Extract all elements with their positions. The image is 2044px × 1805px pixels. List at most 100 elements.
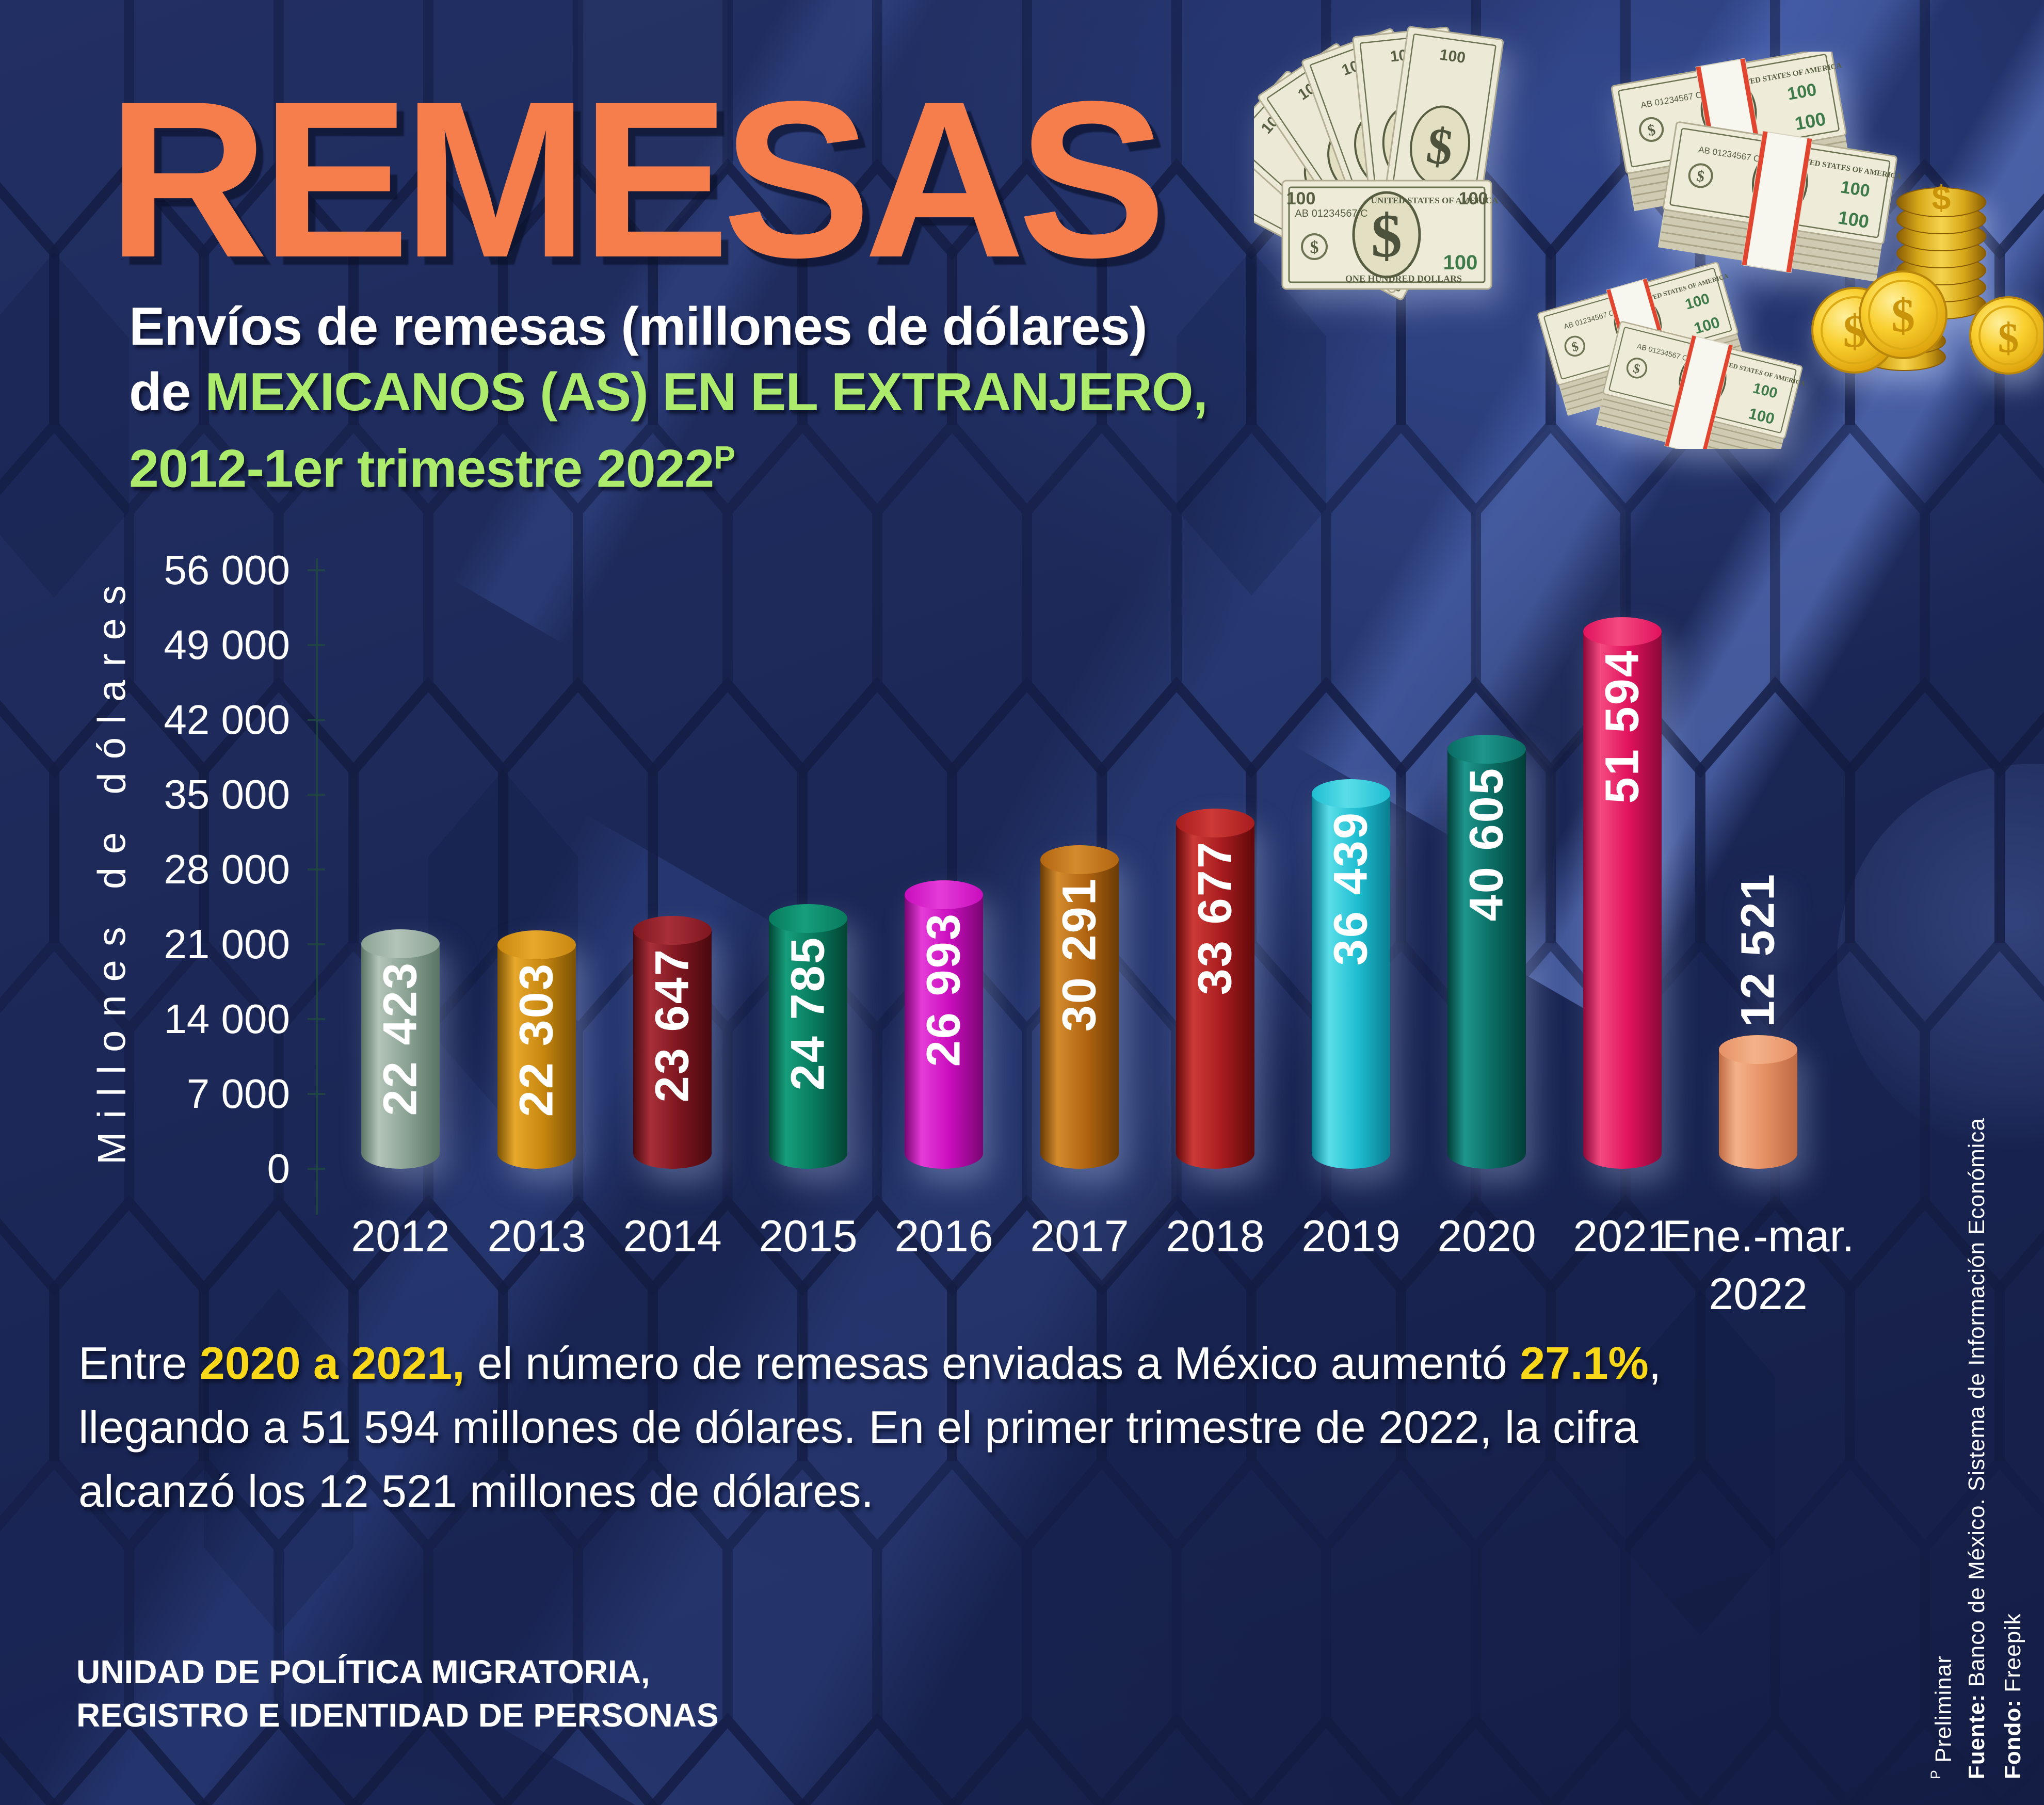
footer-org-name: UNIDAD DE POLÍTICA MIGRATORIA, REGISTRO … xyxy=(76,1650,719,1737)
bar-cylinder-top xyxy=(497,930,576,959)
x-axis-category-label: 2015 xyxy=(759,1212,858,1261)
svg-text:100: 100 xyxy=(1286,189,1316,208)
dollar-bills-fan-illustration: $100100$100100$100100$100100$100100$1001… xyxy=(1254,26,1504,300)
bar-2021: 51 594 xyxy=(1583,617,1662,1169)
bar-value-label: 36 439 xyxy=(1324,811,1377,966)
y-axis-tick-label: 56 000 xyxy=(164,547,290,593)
svg-text:$: $ xyxy=(1371,201,1402,270)
y-axis-tick-label: 28 000 xyxy=(164,846,290,892)
bar-cylinder-top xyxy=(633,916,712,945)
bar-value-label: 22 303 xyxy=(510,962,563,1117)
bar-cylinder-top xyxy=(361,929,440,958)
bar-2012: 22 423 xyxy=(361,929,440,1169)
bar-2017: 30 291 xyxy=(1040,845,1119,1169)
bar-cylinder-body xyxy=(905,895,983,1169)
page-title: REMESAS xyxy=(107,55,1166,304)
y-axis-tick-mark xyxy=(308,868,325,871)
bar-2020: 40 605 xyxy=(1447,735,1526,1169)
y-axis-tick-label: 0 xyxy=(267,1146,291,1191)
paragraph-text: , llegando a 51 594 millones de dólares.… xyxy=(78,1337,1662,1517)
x-axis-category-label: 2013 xyxy=(487,1212,586,1261)
subtitle-line-2: de MEXICANOS (AS) EN EL EXTRANJERO, xyxy=(129,362,1208,422)
svg-text:100: 100 xyxy=(1839,177,1871,201)
svg-text:$: $ xyxy=(1310,238,1319,257)
note-fondo: Fondo: Freepik xyxy=(2000,1613,2025,1779)
svg-text:$: $ xyxy=(1891,289,1915,342)
bar-2013: 22 303 xyxy=(497,930,576,1169)
summary-paragraph: Entre 2020 a 2021, el número de remesas … xyxy=(78,1331,1843,1523)
paragraph-highlight: 2020 a 2021, xyxy=(199,1337,465,1389)
bar-cylinder-top xyxy=(1312,779,1390,808)
svg-text:AB 01234567 C: AB 01234567 C xyxy=(1295,208,1367,219)
bar-cylinder-top xyxy=(905,880,983,909)
y-axis-tick-mark xyxy=(308,1018,325,1020)
y-axis-tick-mark xyxy=(308,943,325,945)
y-axis-tick-mark xyxy=(308,794,325,796)
x-axis-category-label: 2017 xyxy=(1030,1212,1129,1261)
bar-2016: 26 993 xyxy=(905,880,983,1169)
bar-value-label: 26 993 xyxy=(917,912,970,1067)
bar-cylinder-body xyxy=(1312,794,1390,1169)
bar-Ene.-mar.-2022: 12 521 xyxy=(1719,873,1797,1169)
y-axis-tick-label: 42 000 xyxy=(164,697,290,743)
bar-cylinder-body xyxy=(1176,823,1254,1169)
y-axis-tick-mark xyxy=(308,569,325,571)
bar-cylinder-body xyxy=(1447,749,1526,1169)
x-axis-category-label: 2021 xyxy=(1573,1212,1672,1261)
x-axis-category-label: 2018 xyxy=(1166,1212,1265,1261)
x-axis-category-label: 2014 xyxy=(623,1212,722,1261)
bar-cylinder-top xyxy=(1447,735,1526,764)
y-axis-line xyxy=(316,558,318,1215)
svg-text:UNITED STATES OF AMERICA: UNITED STATES OF AMERICA xyxy=(1371,196,1499,205)
gold-coins-illustration: NaN" rx="86" ry="28" fill="url(#goldFace… xyxy=(1811,179,2043,375)
paragraph-text: Entre xyxy=(78,1337,200,1389)
paragraph-highlight: 27.1% xyxy=(1520,1337,1649,1389)
bar-cylinder-body xyxy=(633,930,712,1169)
svg-text:ONE HUNDRED DOLLARS: ONE HUNDRED DOLLARS xyxy=(1345,273,1462,284)
bar-2019: 36 439 xyxy=(1312,779,1390,1169)
y-axis-tick-mark xyxy=(308,719,325,721)
bar-value-label: 40 605 xyxy=(1460,767,1513,922)
bar-cylinder-body xyxy=(361,944,440,1169)
x-axis-category-label: 2020 xyxy=(1437,1212,1536,1261)
bar-value-label: 24 785 xyxy=(781,936,834,1091)
svg-text:$: $ xyxy=(1695,167,1705,185)
background-glow-circle xyxy=(1837,764,2044,1156)
bar-cylinder-top xyxy=(1176,809,1254,837)
y-axis-tick-mark xyxy=(308,1093,325,1095)
x-axis-category-label: Ene.-mar. 2022 xyxy=(1662,1212,1855,1319)
bar-value-label: 33 677 xyxy=(1188,841,1242,995)
svg-text:100: 100 xyxy=(1439,46,1467,67)
bar-cylinder-top xyxy=(1719,1035,1797,1064)
y-axis-tick-label: 49 000 xyxy=(164,622,290,668)
y-axis-tick-mark xyxy=(308,1168,325,1170)
y-axis-tick-label: 35 000 xyxy=(164,771,290,817)
x-axis-category-label: 2019 xyxy=(1301,1212,1401,1261)
bar-cylinder-body xyxy=(1040,860,1119,1169)
bar-cylinder-top xyxy=(1040,845,1119,874)
svg-text:$: $ xyxy=(1646,121,1657,139)
subtitle-line-3: 2012-1er trimestre 2022P xyxy=(129,439,735,499)
bar-2014: 23 647 xyxy=(633,916,712,1169)
svg-text:$: $ xyxy=(1998,314,2019,361)
x-axis-category-label: 2016 xyxy=(894,1212,993,1261)
footer-line-1: UNIDAD DE POLÍTICA MIGRATORIA, xyxy=(76,1653,650,1690)
bar-value-label: 30 291 xyxy=(1053,877,1106,1032)
bar-cylinder-body xyxy=(1583,632,1662,1169)
bar-cylinder-body xyxy=(497,945,576,1169)
note-fuente: Fuente: Banco de México. Sistema de Info… xyxy=(1964,1117,1989,1779)
svg-text:100: 100 xyxy=(1459,189,1488,208)
bar-2015: 24 785 xyxy=(769,904,847,1169)
bar-cylinder-top xyxy=(1583,617,1662,646)
note-preliminar: P Preliminar xyxy=(1928,1655,1956,1779)
bar-value-label: 22 423 xyxy=(374,961,427,1116)
chart-subtitle: Envíos de remesas (millones de dólares) … xyxy=(129,294,1208,502)
subtitle-line-1: Envíos de remesas (millones de dólares) xyxy=(129,297,1147,357)
preliminary-superscript: P xyxy=(714,440,735,476)
x-axis-category-label: 2012 xyxy=(351,1212,450,1261)
svg-text:100: 100 xyxy=(1837,206,1871,232)
bar-cylinder-top xyxy=(769,904,847,933)
